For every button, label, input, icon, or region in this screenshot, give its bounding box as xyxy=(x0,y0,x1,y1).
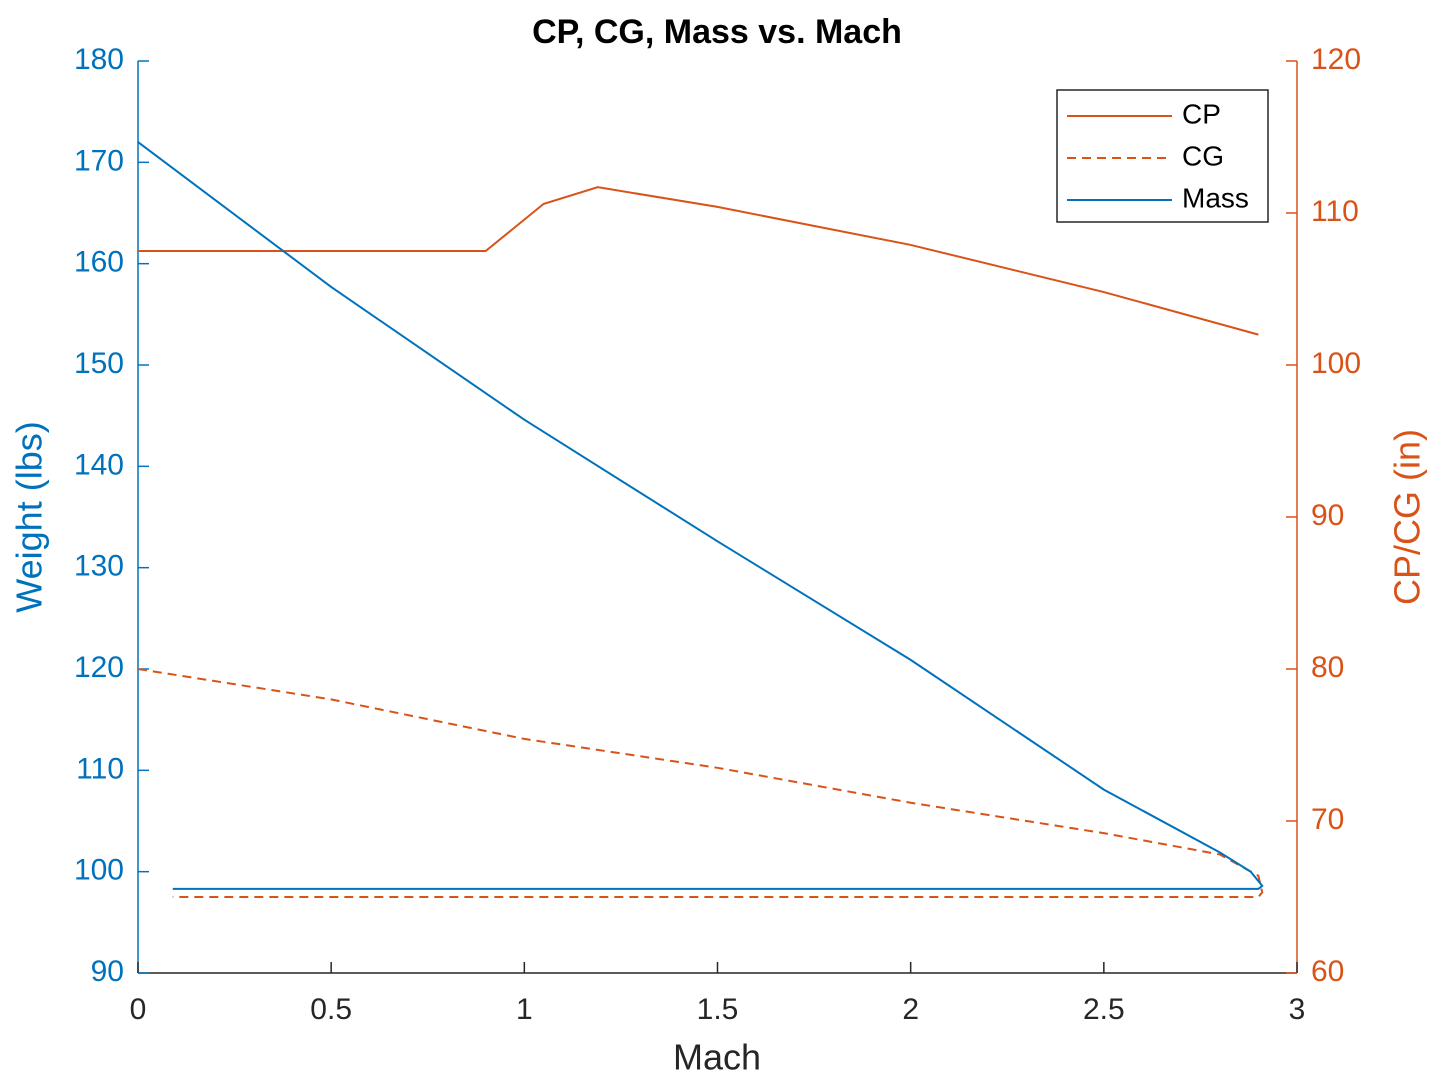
y-tick-label: 120 xyxy=(74,651,124,684)
y-tick-label: 140 xyxy=(74,448,124,481)
x-tick-label: 0.5 xyxy=(310,993,352,1026)
legend-label: CG xyxy=(1182,140,1224,171)
y2-tick-label: 100 xyxy=(1311,347,1361,380)
x-tick-label: 1 xyxy=(516,993,533,1026)
x-axis-label: Mach xyxy=(673,1037,761,1078)
y2-tick-label: 60 xyxy=(1311,955,1344,988)
x-tick-label: 0 xyxy=(130,993,147,1026)
x-tick-label: 1.5 xyxy=(697,993,739,1026)
chart-title: CP, CG, Mass vs. Mach xyxy=(532,13,902,51)
y2-axis-label: CP/CG (in) xyxy=(1387,429,1428,605)
series-line xyxy=(137,668,1264,898)
y-tick-label: 110 xyxy=(76,752,124,785)
y2-tick-label: 90 xyxy=(1311,499,1344,532)
legend-label: CP xyxy=(1182,98,1221,129)
x-tick-label: 2 xyxy=(902,993,919,1026)
y-tick-label: 130 xyxy=(74,550,124,583)
y2-tick-label: 120 xyxy=(1311,43,1361,76)
y2-tick-label: 110 xyxy=(1311,195,1359,228)
y-tick-label: 170 xyxy=(74,144,124,177)
series-line xyxy=(137,141,1264,890)
y-tick-label: 100 xyxy=(74,854,124,887)
series-line xyxy=(138,186,1259,336)
y-tick-label: 150 xyxy=(74,347,124,380)
y-tick-label: 180 xyxy=(74,43,124,76)
x-tick-label: 3 xyxy=(1289,993,1306,1026)
x-tick-label: 2.5 xyxy=(1083,993,1125,1026)
y-tick-label: 90 xyxy=(91,955,124,988)
y2-tick-label: 70 xyxy=(1311,803,1344,836)
y-tick-label: 160 xyxy=(74,246,124,279)
legend-label: Mass xyxy=(1182,182,1249,213)
y2-tick-label: 80 xyxy=(1311,651,1344,684)
y-axis-label: Weight (lbs) xyxy=(9,421,50,612)
